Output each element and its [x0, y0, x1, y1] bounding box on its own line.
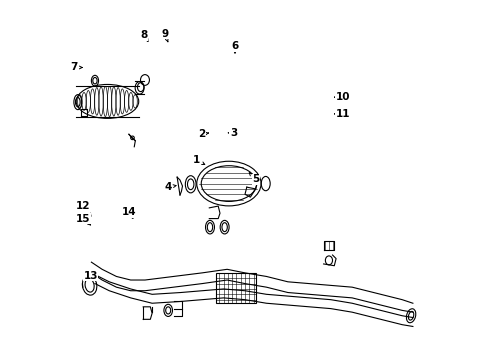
Text: 14: 14	[122, 207, 136, 219]
Bar	[217, 273, 256, 303]
Text: 13: 13	[83, 271, 98, 281]
Text: 5: 5	[249, 173, 259, 184]
Text: 12: 12	[76, 201, 91, 216]
Text: 15: 15	[76, 213, 91, 225]
Text: 7: 7	[71, 63, 82, 72]
Text: 10: 10	[335, 92, 350, 102]
Text: 3: 3	[228, 128, 237, 138]
Text: 8: 8	[141, 30, 148, 41]
Text: 6: 6	[231, 41, 239, 53]
Text: 4: 4	[165, 182, 176, 192]
Text: 9: 9	[161, 28, 168, 42]
Text: 1: 1	[193, 156, 205, 165]
Text: 11: 11	[335, 109, 350, 119]
Text: 2: 2	[198, 129, 209, 139]
